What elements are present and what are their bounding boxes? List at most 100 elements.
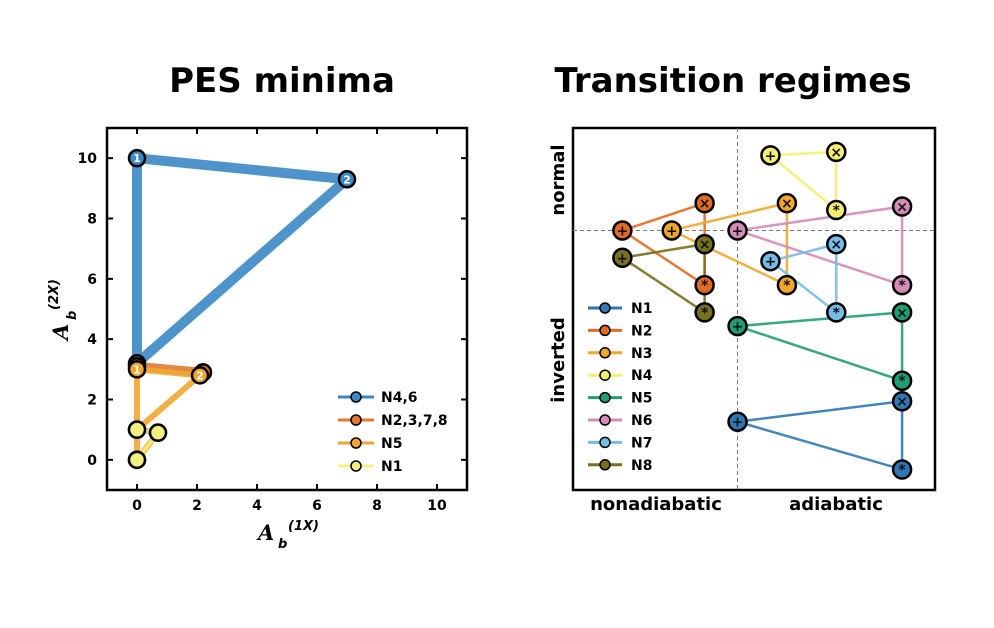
regime-marker [826,302,847,323]
regime-lines-N6 [737,205,904,287]
legend-marker [599,459,611,471]
legend-marker [599,347,611,359]
legend-marker [599,324,611,337]
region-label-normal: normal [548,144,569,215]
legend-marker [599,302,611,314]
regime-marker-symbol: * [783,278,791,294]
legend-marker [599,436,611,449]
regime-lines-N2 [621,201,706,288]
regime-marker-symbol: * [833,203,841,219]
region-label-inverted-group: inverted [548,317,569,403]
y-tick-label: 8 [87,212,97,228]
legend-label: N8 [631,458,652,474]
legend-marker [350,460,362,472]
minimum-label: 2 [196,369,204,382]
regime-marker [826,141,847,163]
regime-marker-symbol: + [732,415,744,431]
region-label-adiabatic: adiabatic [789,494,883,515]
regime-marker-symbol: × [699,196,711,212]
region-label-nonadiabatic: nonadiabatic [590,494,722,515]
regime-marker [891,370,913,391]
regime-marker [891,302,913,323]
right-chart-title: Transition regimes [554,61,911,101]
y-tick-label: 0 [87,453,97,469]
regime-marker-symbol: * [701,278,709,294]
series-line-N4,6 [132,153,352,369]
minimum-marker [337,170,357,189]
x-tick-label: 4 [252,498,262,514]
regime-marker [661,220,682,241]
regime-marker [694,302,715,323]
x-tick-label: 10 [427,498,447,514]
legend-label: N7 [631,435,652,451]
regime-marker-symbol: + [765,148,777,164]
legend-label: N1 [381,459,402,475]
regime-marker [727,411,748,432]
regime-marker-symbol: * [898,463,906,479]
y-axis-label-group: Ab(2X) [47,279,80,342]
minimum-marker [190,366,210,385]
regime-lines-N5 [737,311,904,383]
regime-marker [694,274,715,296]
minimum-marker [127,148,147,168]
legend-label: N3 [631,346,652,362]
y-tick-label: 4 [87,332,97,348]
y-tick-label: 2 [87,393,97,409]
regime-lines-N3 [671,201,789,288]
regime-marker [727,220,748,241]
legend-label: N5 [381,436,402,452]
y-axis-label-sub: b [65,311,80,320]
x-tick-label: 2 [192,498,202,514]
legend-label: N4 [631,368,653,384]
regime-marker-symbol: + [616,223,628,239]
regime-marker [727,315,748,337]
x-tick-label: 8 [372,498,382,514]
regime-marker-symbol: × [781,196,793,212]
minimum-marker [148,423,168,442]
regime-marker-symbol: * [898,278,906,294]
regime-marker [760,250,781,272]
regime-marker [776,274,798,296]
regime-lines-N4 [769,150,838,213]
left-chart-title: PES minima [169,61,395,101]
x-axis-label: A [256,520,274,545]
minimum-label: 1 [133,152,141,165]
regime-marker-symbol: + [616,251,628,267]
regime-lines-N7 [769,242,838,315]
legend-marker [350,437,362,449]
regime-marker [891,274,913,296]
regime-lines-N1 [737,399,904,472]
x-axis-label-sub: b [278,537,287,552]
minimum-label: 1 [133,363,141,376]
legend-marker [599,391,611,404]
x-axis-label-sup: (1X) [288,519,319,534]
legend-label: N6 [631,413,652,429]
minimum-marker [127,360,147,379]
regime-marker-symbol: × [896,200,908,216]
regime-marker [612,220,633,241]
regime-marker [694,233,715,255]
regime-marker-symbol: + [765,254,777,270]
legend-marker [350,391,362,403]
regime-marker-symbol: * [898,374,906,390]
regime-marker [891,390,913,412]
regime-marker-symbol: × [896,394,908,410]
regime-marker [826,199,847,221]
y-tick-label: 10 [78,151,98,167]
minimum-label: 2 [343,173,351,186]
legend-label: N5 [631,391,652,407]
left-plot-frame [105,126,469,492]
region-label-normal-group: normal [548,144,569,215]
y-axis-label: A [48,324,73,342]
y-axis-label-sup: (2X) [47,279,62,310]
regime-marker-symbol: * [833,305,841,321]
regime-marker-symbol: × [830,237,842,253]
legend-marker [599,369,611,381]
regime-marker [891,459,913,480]
legend-label: N2,3,7,8 [381,413,448,429]
regime-marker-symbol: × [830,145,842,161]
regime-marker [760,145,781,166]
regime-marker-symbol: + [666,223,678,239]
y-tick-label: 6 [87,272,97,288]
